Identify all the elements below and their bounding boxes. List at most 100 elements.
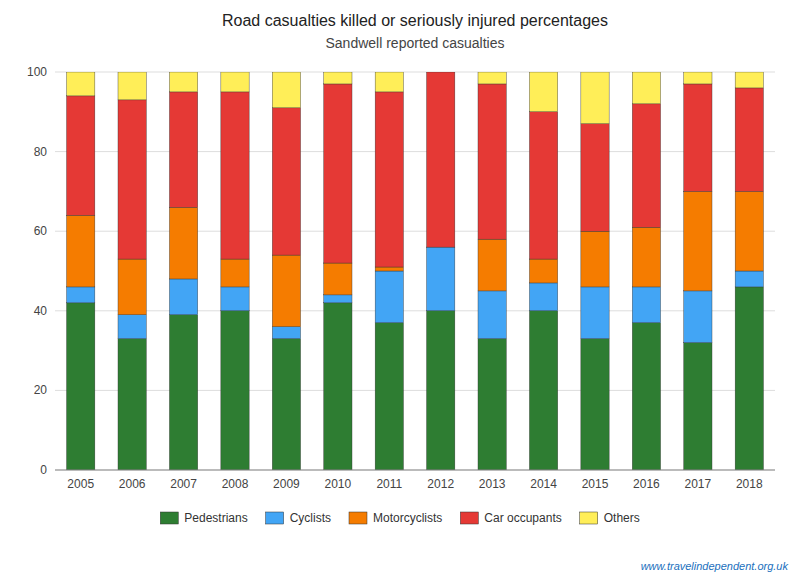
y-tick-label: 60 [34,224,48,238]
bar-segment [478,339,506,470]
y-tick-label: 40 [34,304,48,318]
bar-segment [324,303,352,470]
bar-segment [375,323,403,470]
bar-segment [735,287,763,470]
bar-segment [735,191,763,271]
subtitle: Sandwell reported casualties [326,35,505,51]
grid-line [55,231,775,232]
x-tick-label: 2010 [325,477,352,491]
bar-segment [632,227,660,287]
bar-segment [221,92,249,259]
chart: Road casualties killed or seriously inju… [0,0,800,580]
bar-segment [529,259,557,283]
y-tick-label: 20 [34,383,48,397]
bar-segment [324,84,352,263]
y-tick-label: 100 [27,65,47,79]
y-axis: 020406080100 [27,65,775,477]
bar-segment [529,283,557,311]
legend-label: Car occupants [484,511,561,525]
bar-segment [67,72,95,96]
legend-swatch [160,512,178,524]
bar-segment [478,72,506,84]
legend-item: Motorcyclists [349,511,442,525]
bar-segment [169,279,197,315]
bar-segment [221,311,249,470]
bar-segment [632,104,660,227]
bar-segment [581,287,609,339]
legend-swatch [580,512,598,524]
bar-segment [375,271,403,323]
bars [67,72,764,470]
bar-segment [478,239,506,291]
x-tick-label: 2013 [479,477,506,491]
bar-segment [67,215,95,287]
series [67,72,764,124]
bar-segment [118,100,146,259]
bar-segment [581,72,609,124]
x-axis-line [55,470,775,471]
legend-item: Others [580,511,640,525]
bar-segment [67,96,95,215]
bar-segment [529,311,557,470]
bar-segment [272,255,300,327]
bar-segment [684,343,712,470]
x-tick-label: 2008 [222,477,249,491]
grid-line [55,310,775,311]
bar-segment [735,271,763,287]
legend-label: Others [604,511,640,525]
bar-segment [67,287,95,303]
background [0,0,800,580]
bar-segment [375,267,403,271]
legend-label: Pedestrians [184,511,247,525]
bar-segment [684,191,712,291]
bar-segment [632,287,660,323]
x-tick-label: 2007 [170,477,197,491]
bar-segment [221,259,249,287]
bar-segment [427,311,455,470]
bar-segment [67,303,95,470]
x-tick-label: 2006 [119,477,146,491]
bar-segment [375,92,403,267]
grid-line [55,390,775,391]
x-tick-label: 2009 [273,477,300,491]
bar-segment [581,231,609,287]
x-tick-label: 2015 [582,477,609,491]
bar-segment [478,84,506,239]
bar-segment [529,112,557,259]
x-tick-label: 2005 [67,477,94,491]
x-tick-label: 2016 [633,477,660,491]
bar-segment [735,88,763,191]
bar-segment [221,287,249,311]
bar-segment [375,72,403,92]
bar-segment [272,108,300,255]
bar-segment [118,72,146,100]
bar-segment [272,72,300,108]
x-axis: 2005200620072008200920102011201220132014… [55,470,775,491]
bar-segment [427,72,455,73]
bar-segment [118,339,146,470]
x-tick-label: 2012 [427,477,454,491]
bar-segment [324,72,352,84]
series [67,72,764,267]
annotation: www.travelindependent.org.uk [641,560,789,572]
bar-segment [478,291,506,339]
legend-swatch [349,512,367,524]
legend-swatch [266,512,284,524]
legend-label: Cyclists [290,511,331,525]
x-tick-label: 2018 [736,477,763,491]
x-tick-label: 2014 [530,477,557,491]
bar-segment [427,72,455,247]
title: Road casualties killed or seriously inju… [222,12,608,29]
x-tick-label: 2017 [685,477,712,491]
bar-segment [169,72,197,92]
bar-segment [684,291,712,343]
bar-segment [529,72,557,112]
legend-swatch [460,512,478,524]
legend-label: Motorcyclists [373,511,442,525]
legend: Pedestrians Cyclists Motorcyclists Car occu… [160,511,639,525]
bar-segment [684,72,712,84]
grid-line [55,470,775,471]
bar-segment [324,263,352,295]
bar-segment [632,72,660,104]
bar-segment [169,207,197,279]
